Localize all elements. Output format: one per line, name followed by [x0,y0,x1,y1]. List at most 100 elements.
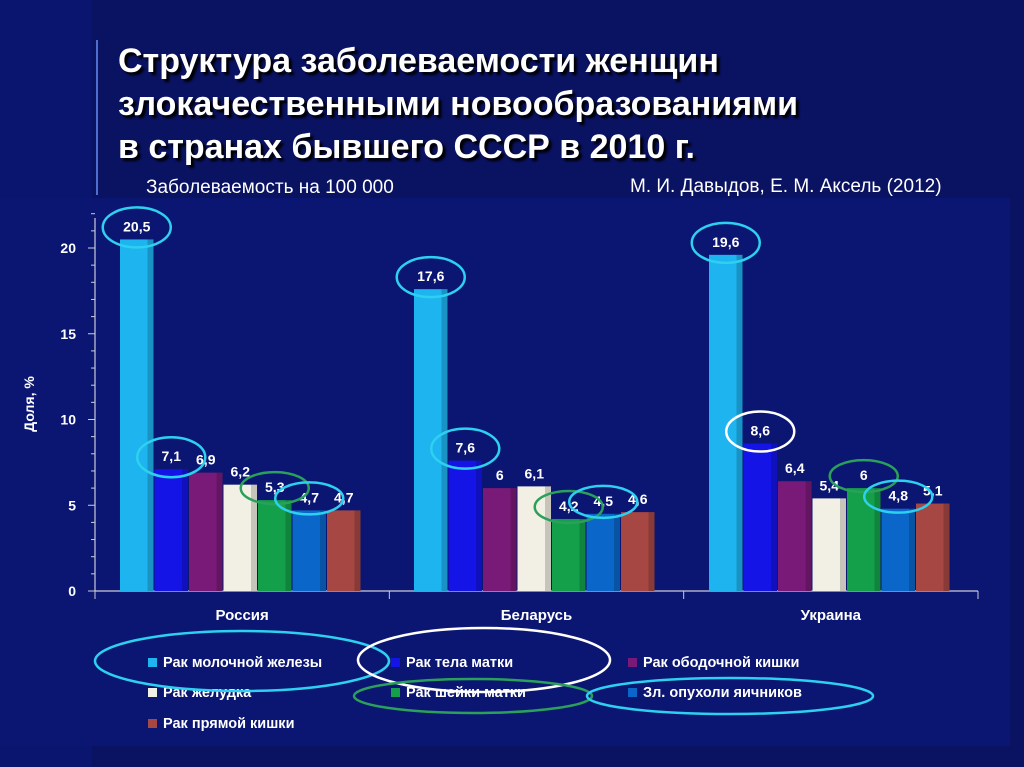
bar-cervix [847,488,881,591]
bar-shade [510,488,517,591]
legend-swatch-breast [148,658,157,667]
data-label: 7,1 [162,448,182,464]
title-line-1: Структура заболеваемости женщин [118,42,719,80]
bar-uterus_body [154,469,188,591]
highlight-ellipse [533,489,604,525]
title-line-2: злокачественными новообразованиями [118,85,799,123]
legend-label: Рак тела матки [406,655,513,671]
y-tick-label: 20 [60,240,76,256]
highlight-ellipse [395,255,466,299]
highlight-ellipse [136,435,207,479]
data-label: 4,8 [889,488,909,504]
legend-highlight-ellipse [93,629,391,693]
data-label: 6,2 [231,464,251,480]
title-accent-line [96,40,98,195]
y-tick-label: 0 [68,583,76,599]
legend-swatch-uterus_body [391,658,400,667]
x-tick-label: Россия [216,607,269,624]
bar-shade [476,460,482,591]
bar-cervix [258,500,292,591]
highlight-ellipse [430,427,501,470]
x-tick-label: Беларусь [501,607,573,624]
bar-uterus_body [743,443,777,591]
bar-ovary [292,510,326,591]
highlight-ellipse [568,484,639,520]
legend-swatch-colon [628,658,637,667]
bar-colon [778,481,812,591]
legend-label: Рак молочной железы [163,655,322,671]
bar-shade [545,486,551,591]
bar-shade [909,508,915,591]
data-label: 5,3 [265,479,285,495]
bar-breast [120,239,154,592]
legend-swatch-cervix [391,688,400,697]
bar-rectum [621,512,655,591]
bar-shade [354,510,361,591]
x-tick-label: Украина [801,607,862,624]
bar-colon [483,488,517,591]
y-tick-label: 5 [68,497,76,513]
bar-shade [251,484,257,591]
bar-breast [414,289,448,591]
bar-cervix [552,518,586,591]
bar-stomach [812,498,846,591]
data-label: 19,6 [712,234,739,250]
bar-shade [182,469,188,591]
legend-highlight-ellipse [352,677,594,715]
data-label: 8,6 [751,423,771,439]
slide-title: Структура заболеваемости женщин злокачес… [118,40,998,169]
bar-shade [614,513,620,591]
highlight-ellipse [101,206,172,249]
bar-breast [709,254,743,592]
bar-shade [579,518,586,591]
highlight-ellipse [239,470,310,506]
data-label: 5,4 [820,477,840,493]
bar-ovary [586,513,620,591]
data-label: 4,5 [594,493,614,509]
data-label: 20,5 [123,218,150,234]
bar-shade [736,254,743,592]
bar-stomach [223,484,257,591]
bar-shade [285,500,292,591]
data-label: 17,6 [417,268,444,284]
highlight-ellipse [863,479,934,514]
bar-shade [840,498,846,591]
data-label: 5,1 [923,483,943,499]
y-tick-label: 15 [60,326,76,342]
chart-subtitle: Заболеваемость на 100 000 [146,177,394,198]
source-citation: М. И. Давыдов, Е. М. Аксель (2012) [630,176,942,197]
title-line-3: в странах бывшего СССР в 2010 г. [118,128,695,166]
data-label: 7,6 [456,440,476,456]
bar-shade [216,472,223,591]
bar-shade [320,510,326,591]
bar-ovary [881,508,915,591]
bar-shade [648,512,655,591]
legend-swatch-rectum [148,719,157,728]
highlight-ellipse [828,458,899,494]
bar-colon [189,472,223,591]
highlight-ellipse [274,481,345,516]
legend-label: Рак прямой кишки [163,716,294,732]
bar-shade [874,488,881,591]
legend-highlight-ellipse [356,626,612,694]
bar-shade [805,481,812,591]
bar-rectum [327,510,361,591]
data-label: 6 [860,467,868,483]
y-axis-label: Доля, % [21,376,37,432]
bar-shade [943,503,950,591]
data-label: 6,4 [785,460,805,476]
bar-shade [441,289,448,591]
legend-label: Зл. опухоли яичников [643,685,802,701]
highlight-ellipse [690,221,761,265]
bar-uterus_body [448,460,482,591]
highlight-ellipse [725,410,796,453]
bar-rectum [916,503,950,591]
data-label: 4,7 [300,489,320,505]
legend-swatch-stomach [148,688,157,697]
bar-shade [147,239,154,592]
data-label: 6,1 [525,465,545,481]
y-tick-label: 10 [60,412,76,428]
legend-swatch-ovary [628,688,637,697]
legend-highlight-ellipse [585,676,875,716]
